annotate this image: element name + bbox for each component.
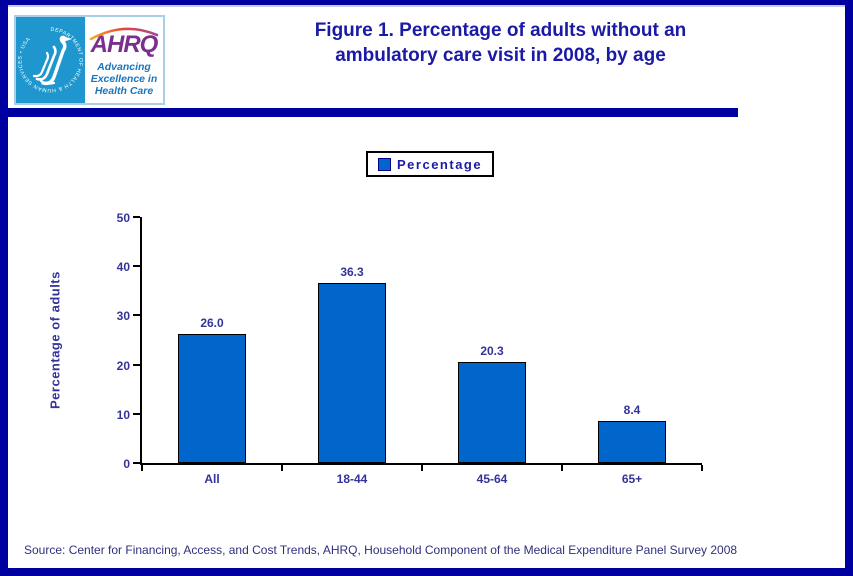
hhs-seal: DEPARTMENT OF HEALTH & HUMAN SERVICES • … [16, 17, 85, 103]
y-axis-tick [133, 412, 140, 415]
y-axis-tick-label: 10 [116, 407, 130, 422]
x-axis-tick [281, 465, 283, 471]
tagline-line-2: Excellence in [90, 73, 158, 86]
bar-value-label: 36.3 [340, 265, 364, 280]
y-axis-tick-label: 30 [116, 309, 130, 324]
y-axis-tick [133, 265, 140, 268]
y-axis-tick-label: 0 [123, 457, 130, 471]
x-category-label: 18-44 [336, 472, 368, 486]
bar-45-64 [458, 362, 526, 463]
ahrq-tagline: Advancing Excellence in Health Care [91, 61, 158, 97]
ahrq-hhs-logo: DEPARTMENT OF HEALTH & HUMAN SERVICES • … [14, 15, 165, 105]
bar-value-label: 26.0 [200, 316, 224, 331]
x-axis-tick [561, 465, 563, 471]
hhs-eagle-icon: DEPARTMENT OF HEALTH & HUMAN SERVICES • … [17, 27, 82, 93]
figure-title-line-2: ambulatory care visit in 2008, by age [335, 44, 666, 66]
figure-title-line-1: Figure 1. Percentage of adults without a… [314, 20, 687, 41]
y-axis-tick [133, 363, 140, 366]
source-note: Source: Center for Financing, Access, an… [24, 543, 738, 557]
plot-area: 0 10 20 30 40 50 26.0 All 36.3 18-44 20.3 45-64 8.4 6… [117, 211, 703, 486]
x-category-label: 65+ [621, 472, 643, 486]
y-axis-title: Percentage of adults [47, 271, 63, 409]
y-axis-tick-label: 50 [116, 211, 130, 225]
x-axis-tick [421, 465, 423, 471]
header-divider-bar [8, 108, 738, 117]
tagline-line-1: Advancing [97, 61, 151, 73]
y-axis-tick [133, 462, 140, 464]
bar-65+ [598, 420, 666, 463]
tagline-line-3: Health Care [94, 85, 154, 98]
x-axis-tick [141, 465, 143, 471]
legend-label: Percentage [397, 156, 483, 172]
bar-value-label: 8.4 [623, 402, 641, 417]
y-axis-tick [133, 216, 140, 218]
bar-18-44 [318, 283, 386, 463]
rainbow-arc-icon [89, 27, 159, 41]
top-accent-line [8, 5, 845, 7]
y-axis-tick-label: 40 [116, 260, 130, 275]
y-axis-tick [133, 314, 140, 317]
bar-value-label: 20.3 [480, 344, 504, 359]
bar-All [178, 334, 246, 463]
ahrq-wordmark: AHRQ [90, 31, 159, 58]
x-axis-tick [701, 465, 703, 471]
y-axis-tick-label: 20 [116, 358, 130, 373]
x-category-label: 45-64 [476, 472, 508, 486]
legend-swatch-icon [378, 157, 391, 171]
legend: Percentage [366, 151, 495, 177]
x-category-label: All [204, 472, 220, 486]
figure-title: Figure 1. Percentage of adults without a… [248, 19, 753, 68]
ahrq-logo: AHRQ Advancing Excellence in Health Care [85, 17, 163, 103]
